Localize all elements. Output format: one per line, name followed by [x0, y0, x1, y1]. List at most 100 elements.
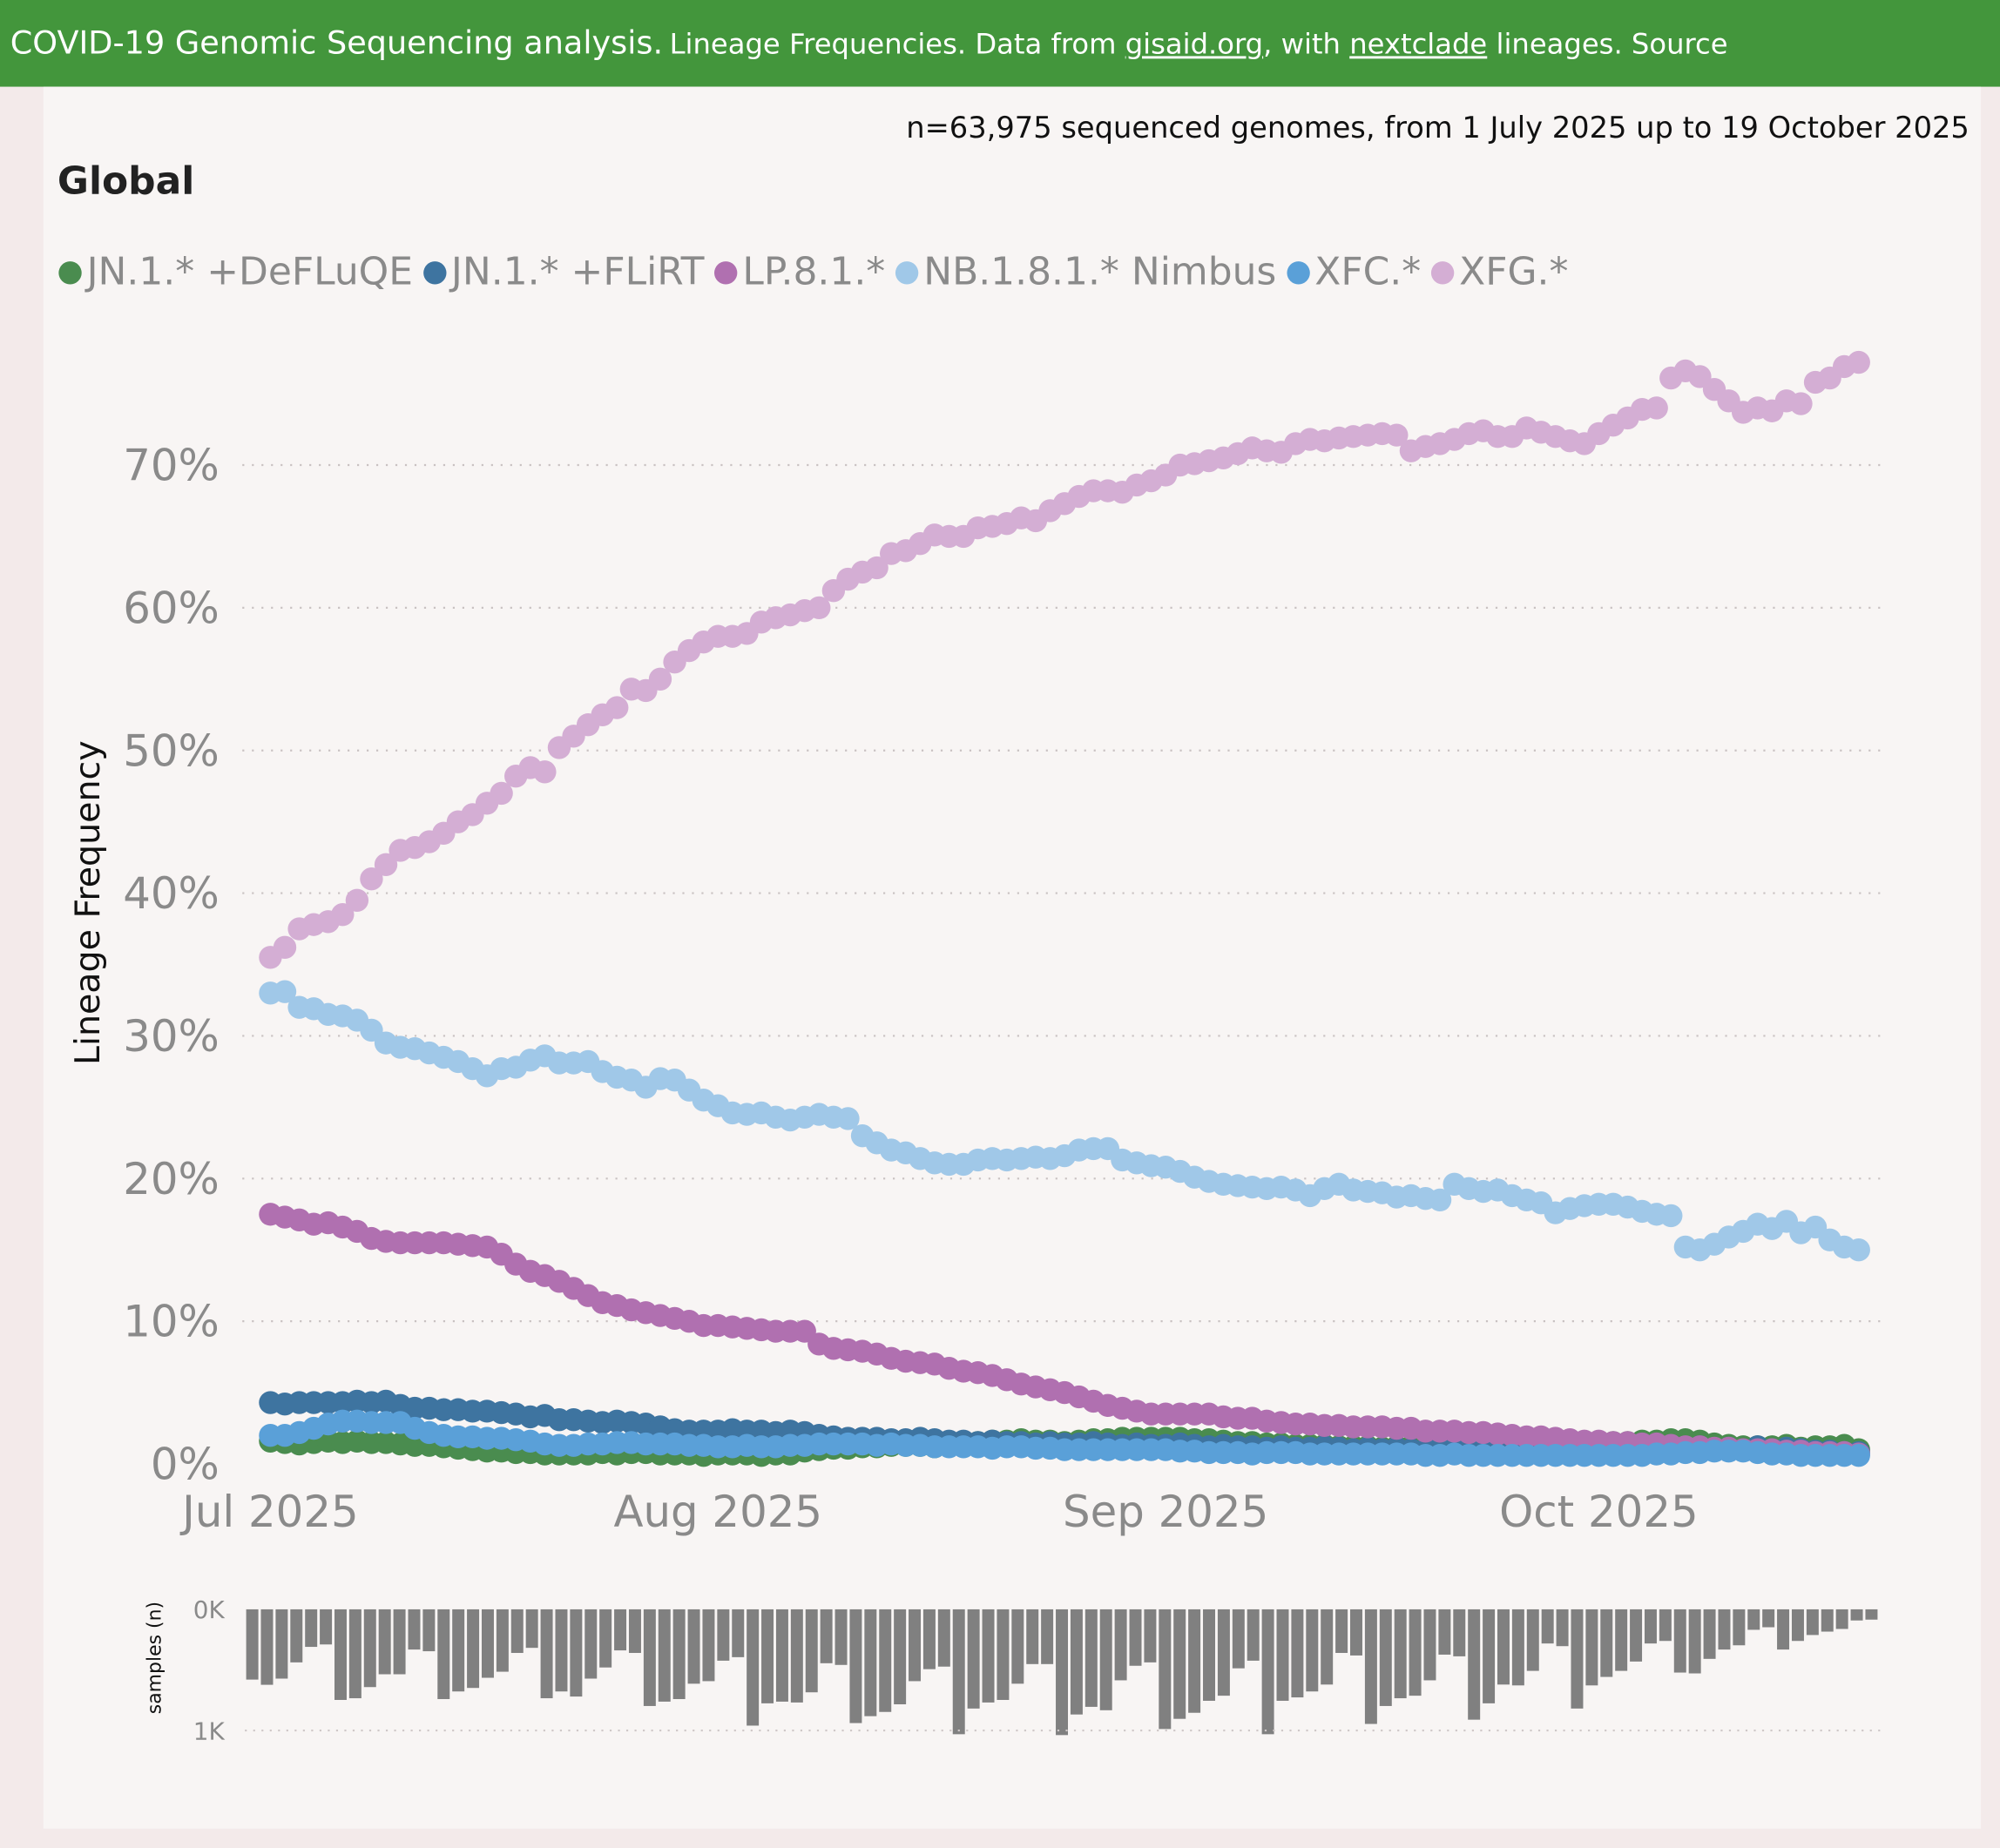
- legend-marker-icon: [895, 260, 919, 284]
- legend-item[interactable]: LP.8.1.*: [714, 250, 885, 294]
- sample-bar: [275, 1609, 288, 1679]
- sample-bar: [922, 1609, 936, 1669]
- sample-bar: [820, 1609, 833, 1663]
- sample-bar: [1099, 1609, 1112, 1710]
- sample-bar: [1144, 1609, 1157, 1663]
- x-tick-label: Oct 2025: [1499, 1487, 1699, 1537]
- sample-bar: [1806, 1609, 1819, 1636]
- sample-bar: [1217, 1609, 1230, 1696]
- data-points: [259, 350, 1870, 1467]
- grid-lines: [242, 463, 1882, 1323]
- sample-bar: [1453, 1609, 1466, 1656]
- data-point: [345, 888, 369, 912]
- sample-bar: [790, 1609, 803, 1703]
- sample-bar: [952, 1609, 965, 1735]
- nextclade-link[interactable]: nextclade: [1349, 29, 1488, 62]
- data-point: [1789, 392, 1813, 415]
- sample-bar: [452, 1609, 465, 1692]
- data-point: [1847, 350, 1870, 374]
- legend-label: NB.1.8.1.* Nimbus: [923, 250, 1277, 295]
- legend: JN.1.* +DeFLuQE JN.1.* +FLiRT LP.8.1.* NB.1…: [58, 250, 1568, 294]
- y-axis-ticks: 0% 10% 20% 30% 40% 50% 60% 70%: [123, 441, 220, 1490]
- legend-marker-icon: [1287, 260, 1310, 284]
- sample-bar: [540, 1609, 553, 1699]
- sample-bar: [997, 1609, 1010, 1700]
- y-tick-label: 70%: [123, 441, 220, 491]
- sample-bar: [1041, 1609, 1054, 1664]
- data-point: [360, 867, 383, 891]
- y-tick-label: 30%: [123, 1011, 220, 1062]
- sample-bar: [1468, 1609, 1481, 1720]
- legend-item[interactable]: XFG.*: [1430, 250, 1569, 295]
- sample-bar: [849, 1609, 862, 1723]
- sample-bar: [1306, 1609, 1319, 1692]
- sample-bar: [1409, 1609, 1422, 1696]
- sample-bar: [967, 1609, 980, 1709]
- sample-bar: [775, 1609, 788, 1702]
- chart-subtitle: n=63,975 sequenced genomes, from 1 July …: [906, 111, 1970, 145]
- sample-bar: [599, 1609, 612, 1668]
- sample-bar: [1585, 1609, 1598, 1686]
- data-point: [1659, 1204, 1683, 1228]
- data-point: [648, 667, 672, 691]
- data-point: [1385, 423, 1409, 447]
- legend-marker-icon: [422, 260, 447, 284]
- legend-item[interactable]: JN.1.* +FLiRT: [422, 250, 705, 295]
- sample-bar: [614, 1609, 627, 1651]
- sample-bar: [761, 1609, 774, 1703]
- sample-bar: [1056, 1609, 1069, 1736]
- sample-bar: [1070, 1609, 1083, 1715]
- legend-item[interactable]: JN.1.* +DeFLuQE: [58, 250, 413, 294]
- legend-item[interactable]: NB.1.8.1.* Nimbus: [895, 250, 1276, 294]
- sample-bar: [805, 1609, 818, 1693]
- sample-bar: [1673, 1609, 1686, 1673]
- x-tick-label: Aug 2025: [613, 1487, 822, 1537]
- sample-bar: [658, 1609, 671, 1702]
- sample-bar: [879, 1609, 892, 1712]
- header-text-3: lineages. Source: [1487, 29, 1728, 62]
- legend-label: XFC.*: [1314, 250, 1422, 295]
- series-nb-1-8-1-nimbus: [259, 980, 1870, 1262]
- data-point: [865, 556, 889, 580]
- header-title: COVID-19 Genomic Sequencing analysis.: [10, 24, 664, 62]
- sample-bar: [1703, 1609, 1716, 1659]
- legend-label: XFG.*: [1459, 250, 1569, 295]
- legend-label: JN.1.* +FLiRT: [450, 250, 705, 295]
- sample-bar: [1084, 1609, 1098, 1707]
- sample-bar: [1630, 1609, 1643, 1662]
- sample-bar: [1188, 1609, 1201, 1713]
- sample-bar: [1600, 1609, 1613, 1677]
- data-point: [1428, 1188, 1452, 1212]
- sample-bar: [1541, 1609, 1554, 1644]
- x-axis-ticks: Jul 2025 Aug 2025 Sep 2025 Oct 2025: [179, 1487, 1698, 1537]
- samples-bars: [246, 1609, 1878, 1736]
- gisaid-link[interactable]: gisaid.org: [1125, 29, 1264, 62]
- sample-bar: [305, 1609, 318, 1648]
- sample-bar: [1659, 1609, 1672, 1642]
- sample-bar: [320, 1609, 333, 1645]
- sample-bar: [1129, 1609, 1142, 1666]
- legend-label: JN.1.* +DeFLuQE: [86, 250, 413, 295]
- sample-bar: [982, 1609, 995, 1703]
- y-tick-label: 0%: [151, 1440, 220, 1490]
- sample-bar: [1835, 1609, 1848, 1629]
- sample-bar: [348, 1609, 361, 1699]
- sample-bar: [378, 1609, 391, 1675]
- sample-bar: [1247, 1609, 1260, 1661]
- sample-bar: [1335, 1609, 1348, 1654]
- samples-tick-0k: 0K: [193, 1595, 226, 1624]
- legend-label: LP.8.1.*: [742, 250, 886, 295]
- sample-bar: [393, 1609, 406, 1675]
- sample-bar: [408, 1609, 421, 1650]
- sample-bar: [1423, 1609, 1436, 1681]
- legend-item[interactable]: XFC.*: [1287, 250, 1421, 294]
- sample-bar: [1850, 1609, 1863, 1621]
- sample-bar: [1747, 1609, 1760, 1630]
- sample-bar: [747, 1609, 760, 1726]
- sample-bar: [1644, 1609, 1657, 1644]
- series-lp-8-1: [259, 1203, 1870, 1466]
- sample-bar: [672, 1609, 686, 1700]
- data-point: [605, 696, 629, 719]
- y-tick-label: 20%: [123, 1154, 220, 1204]
